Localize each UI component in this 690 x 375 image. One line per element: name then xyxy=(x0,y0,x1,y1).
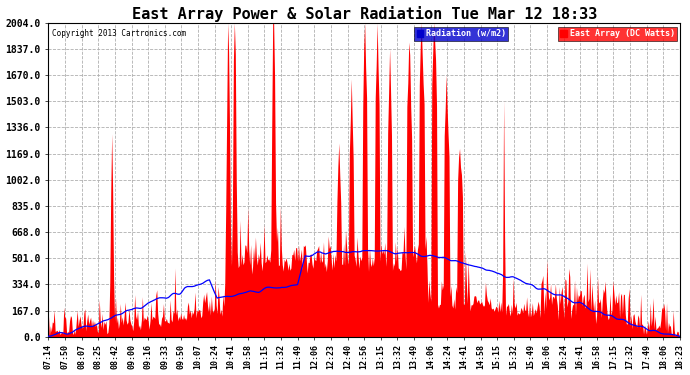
Text: Copyright 2013 Cartronics.com: Copyright 2013 Cartronics.com xyxy=(52,29,186,38)
Legend: East Array (DC Watts): East Array (DC Watts) xyxy=(558,27,677,41)
Title: East Array Power & Solar Radiation Tue Mar 12 18:33: East Array Power & Solar Radiation Tue M… xyxy=(132,6,597,21)
